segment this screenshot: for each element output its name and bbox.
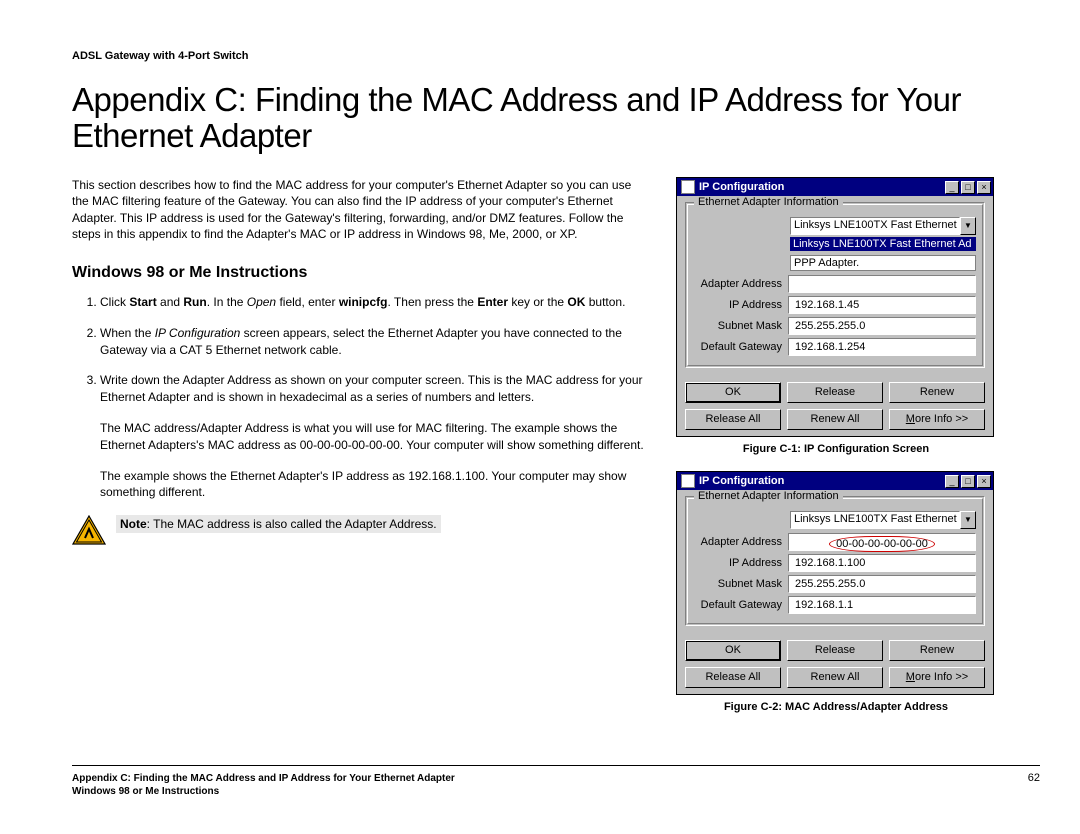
release-button[interactable]: Release	[787, 382, 883, 403]
t: . In the	[207, 295, 247, 309]
note-block: Note: The MAC address is also called the…	[72, 515, 648, 545]
figure-c1-caption: Figure C-1: IP Configuration Screen	[676, 443, 996, 455]
dropdown-value: Linksys LNE100TX Fast Ethernet	[790, 217, 960, 235]
release-all-button[interactable]: Release All	[685, 667, 781, 688]
value-ip: 192.168.1.100	[788, 554, 976, 572]
t: Start	[129, 295, 156, 309]
dropdown-arrow-icon[interactable]: ▼	[960, 511, 976, 529]
t: IP Configuration	[155, 326, 241, 340]
maximize-button[interactable]: □	[961, 475, 975, 488]
titlebar: IP Configuration _ □ ×	[677, 472, 993, 490]
t: Open	[247, 295, 276, 309]
label-subnet: Subnet Mask	[694, 578, 788, 590]
t: Run	[183, 295, 206, 309]
value-adapter-address	[788, 275, 976, 293]
label-adapter-address: Adapter Address	[694, 536, 788, 548]
label-ip: IP Address	[694, 557, 788, 569]
note-label: Note	[120, 517, 147, 531]
t: Click	[100, 295, 129, 309]
text-column: This section describes how to find the M…	[72, 177, 648, 729]
groupbox-title: Ethernet Adapter Information	[694, 490, 843, 502]
figure-c2-caption: Figure C-2: MAC Address/Adapter Address	[676, 701, 996, 713]
minimize-button[interactable]: _	[945, 475, 959, 488]
dialog-title: IP Configuration	[699, 475, 945, 487]
value-gateway: 192.168.1.1	[788, 596, 976, 614]
label-gateway: Default Gateway	[694, 599, 788, 611]
renew-all-button[interactable]: Renew All	[787, 667, 883, 688]
page-number: 62	[1028, 772, 1040, 798]
instruction-list: Click Start and Run. In the Open field, …	[72, 294, 648, 501]
more-info-button[interactable]: More Info >>	[889, 409, 985, 430]
titlebar: IP Configuration _ □ ×	[677, 178, 993, 196]
intro-paragraph: This section describes how to find the M…	[72, 177, 648, 242]
adapter-dropdown[interactable]: Linksys LNE100TX Fast Ethernet ▼	[790, 217, 976, 235]
ipconfig-dialog-1: IP Configuration _ □ × Ethernet Adapter …	[676, 177, 994, 437]
value-subnet: 255.255.255.0	[788, 317, 976, 335]
close-button[interactable]: ×	[977, 181, 991, 194]
step-3-p2: The MAC address/Adapter Address is what …	[100, 420, 648, 454]
app-icon	[681, 474, 695, 488]
note-body: : The MAC address is also called the Ada…	[147, 517, 437, 531]
value-gateway: 192.168.1.254	[788, 338, 976, 356]
groupbox-title: Ethernet Adapter Information	[694, 196, 843, 208]
maximize-button[interactable]: □	[961, 181, 975, 194]
title-line-1: Appendix C: Finding the MAC Address and …	[72, 81, 961, 118]
figure-column: IP Configuration _ □ × Ethernet Adapter …	[676, 177, 996, 729]
label-adapter-address: Adapter Address	[694, 278, 788, 290]
footer-line-2: Windows 98 or Me Instructions	[72, 785, 455, 798]
mac-highlight-oval: 00-00-00-00-00-00	[829, 536, 935, 552]
t: . Then press the	[387, 295, 477, 309]
t: button.	[585, 295, 625, 309]
step-1: Click Start and Run. In the Open field, …	[100, 294, 648, 311]
value-adapter-address: 00-00-00-00-00-00	[788, 533, 976, 551]
renew-button[interactable]: Renew	[889, 640, 985, 661]
more-info-button[interactable]: More Info >>	[889, 667, 985, 688]
ok-button[interactable]: OK	[685, 640, 781, 661]
t: field, enter	[276, 295, 339, 309]
step-3: Write down the Adapter Address as shown …	[100, 372, 648, 501]
value-subnet: 255.255.255.0	[788, 575, 976, 593]
ipconfig-dialog-2: IP Configuration _ □ × Ethernet Adapter …	[676, 471, 994, 695]
page-title: Appendix C: Finding the MAC Address and …	[72, 82, 1080, 153]
t: When the	[100, 326, 155, 340]
t: key or the	[508, 295, 567, 309]
release-button[interactable]: Release	[787, 640, 883, 661]
step-3-p1: Write down the Adapter Address as shown …	[100, 372, 648, 406]
note-text: Note: The MAC address is also called the…	[116, 515, 441, 533]
step-3-p3: The example shows the Ethernet Adapter's…	[100, 468, 648, 502]
minimize-button[interactable]: _	[945, 181, 959, 194]
product-header: ADSL Gateway with 4-Port Switch	[72, 50, 1080, 62]
label-ip: IP Address	[694, 299, 788, 311]
adapter-groupbox: Ethernet Adapter Information Linksys LNE…	[685, 202, 985, 368]
t: winipcfg	[339, 295, 388, 309]
step-2: When the IP Configuration screen appears…	[100, 325, 648, 359]
renew-button[interactable]: Renew	[889, 382, 985, 403]
release-all-button[interactable]: Release All	[685, 409, 781, 430]
dropdown-value: Linksys LNE100TX Fast Ethernet	[790, 511, 960, 529]
dropdown-option[interactable]: PPP Adapter.	[790, 255, 976, 271]
app-icon	[681, 180, 695, 194]
close-button[interactable]: ×	[977, 475, 991, 488]
warning-icon	[72, 515, 106, 545]
adapter-dropdown[interactable]: Linksys LNE100TX Fast Ethernet ▼	[790, 511, 976, 529]
page-footer: Appendix C: Finding the MAC Address and …	[72, 765, 1040, 798]
label-subnet: Subnet Mask	[694, 320, 788, 332]
value-ip: 192.168.1.45	[788, 296, 976, 314]
renew-all-button[interactable]: Renew All	[787, 409, 883, 430]
section-heading: Windows 98 or Me Instructions	[72, 264, 648, 282]
t: OK	[567, 295, 585, 309]
dropdown-arrow-icon[interactable]: ▼	[960, 217, 976, 235]
title-line-2: Ethernet Adapter	[72, 117, 312, 154]
ok-button[interactable]: OK	[685, 382, 781, 403]
footer-line-1: Appendix C: Finding the MAC Address and …	[72, 772, 455, 785]
adapter-groupbox: Ethernet Adapter Information Linksys LNE…	[685, 496, 985, 626]
dropdown-option-selected[interactable]: Linksys LNE100TX Fast Ethernet Ad	[790, 237, 976, 251]
t: and	[157, 295, 184, 309]
t: Enter	[477, 295, 508, 309]
label-gateway: Default Gateway	[694, 341, 788, 353]
dialog-title: IP Configuration	[699, 181, 945, 193]
